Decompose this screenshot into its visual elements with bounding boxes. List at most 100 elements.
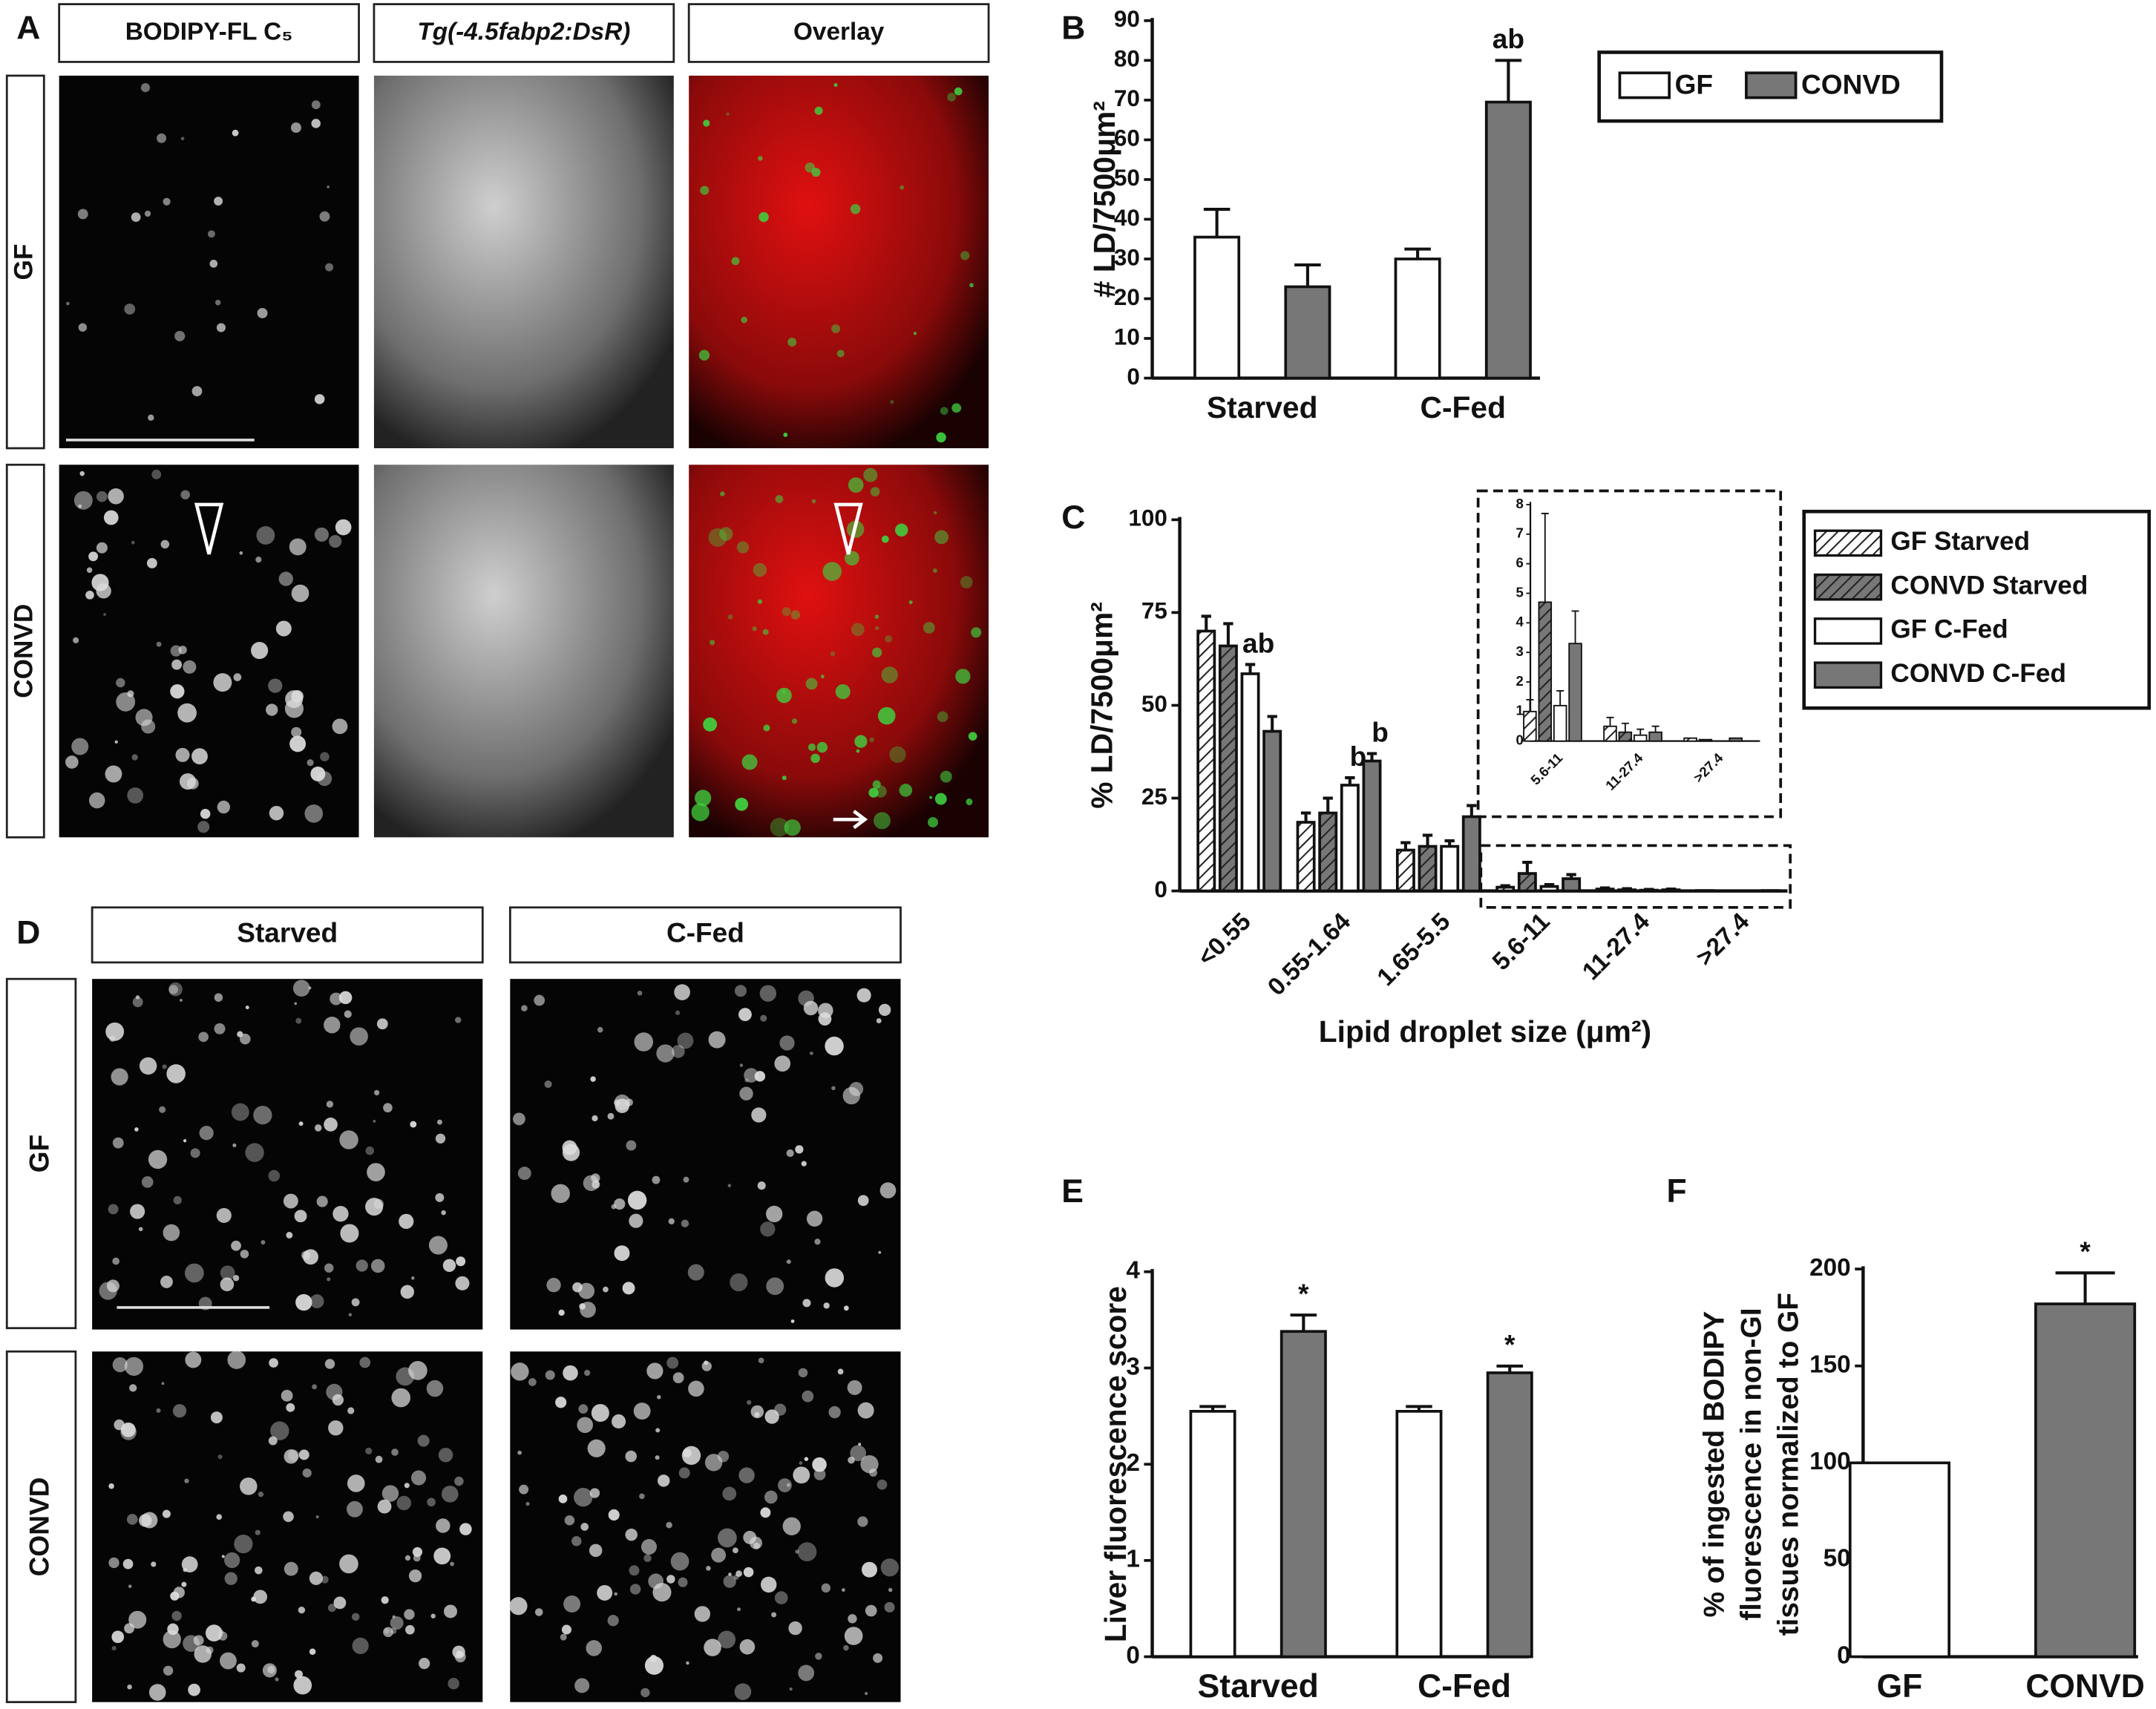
droplet	[326, 1100, 334, 1108]
droplet	[96, 491, 108, 502]
error-bar	[1290, 1313, 1317, 1332]
droplet	[275, 1677, 279, 1682]
droplet	[253, 1106, 272, 1125]
bar	[1495, 885, 1516, 893]
droplet	[116, 678, 125, 688]
droplet	[346, 1500, 363, 1518]
droplet	[191, 386, 203, 397]
bar	[1539, 885, 1559, 893]
droplet	[373, 1120, 376, 1123]
droplet	[329, 534, 342, 548]
inset-frame	[1476, 489, 1783, 819]
droplet	[79, 470, 85, 476]
droplet	[787, 338, 797, 347]
droplet	[197, 821, 210, 833]
droplet	[412, 1546, 423, 1558]
error-bar	[1622, 887, 1632, 890]
bar	[1318, 811, 1338, 893]
droplet	[162, 1509, 171, 1518]
droplet	[589, 1488, 600, 1498]
droplet	[672, 1372, 684, 1384]
droplet	[611, 1204, 617, 1210]
droplet	[672, 1045, 685, 1058]
droplet	[760, 1014, 767, 1022]
error-bar	[1404, 247, 1431, 259]
droplet	[359, 1357, 371, 1368]
droplet	[861, 1561, 877, 1578]
y-axis-label: # LD/7500μm²	[1087, 101, 1121, 298]
droplet	[88, 792, 105, 809]
droplet	[108, 1557, 119, 1569]
droplet	[614, 1099, 620, 1106]
droplet	[130, 1204, 145, 1219]
droplet	[743, 1530, 757, 1544]
error-bar	[1366, 752, 1377, 761]
droplet	[764, 1409, 779, 1424]
droplet	[116, 692, 136, 712]
droplet	[784, 819, 801, 836]
droplet	[584, 1369, 591, 1377]
droplet	[214, 993, 223, 1002]
droplet	[849, 1081, 864, 1097]
droplet	[85, 591, 94, 600]
droplet	[400, 1285, 415, 1299]
droplet	[419, 1658, 430, 1670]
droplet	[868, 787, 879, 798]
droplet	[438, 1448, 453, 1463]
bar	[1262, 729, 1282, 893]
droplet	[900, 185, 905, 190]
y-tick-label: 75	[1141, 597, 1167, 624]
droplet	[307, 759, 314, 767]
y-tick-label: 60	[1114, 125, 1140, 151]
error-bar	[1566, 873, 1576, 879]
droplet	[399, 1213, 414, 1229]
droplet	[324, 1016, 341, 1034]
droplet	[309, 1294, 324, 1309]
droplet	[180, 998, 183, 1002]
y-tick-label: 5	[1516, 584, 1523, 600]
droplet	[232, 1275, 240, 1282]
y-tick-label: 50	[1114, 164, 1140, 191]
droplet	[683, 1449, 692, 1457]
droplet	[328, 1420, 344, 1436]
droplet	[156, 641, 162, 647]
droplet	[383, 1627, 393, 1638]
droplet	[646, 1362, 663, 1380]
droplet	[634, 1032, 654, 1052]
droplet	[240, 1477, 258, 1495]
droplet	[108, 488, 124, 505]
droplet	[923, 622, 935, 634]
droplet	[65, 755, 79, 769]
droplet	[350, 1027, 368, 1046]
header-box	[58, 3, 360, 63]
droplet	[933, 568, 937, 573]
droplet	[735, 797, 749, 811]
droplet	[151, 1561, 157, 1567]
bar	[1603, 725, 1617, 742]
droplet	[511, 1362, 529, 1381]
error-bar	[1223, 622, 1233, 646]
droplet	[410, 1470, 427, 1486]
droplet	[128, 1584, 132, 1588]
droplet	[789, 1687, 793, 1691]
droplet	[294, 1210, 307, 1223]
droplet	[774, 1591, 788, 1604]
droplet	[798, 1664, 815, 1682]
droplet	[295, 1017, 302, 1024]
droplet	[373, 1198, 384, 1210]
droplet	[572, 1282, 583, 1293]
droplet	[960, 251, 970, 260]
droplet	[738, 1008, 752, 1022]
droplet	[78, 504, 82, 508]
droplet	[881, 535, 889, 543]
droplet	[339, 1130, 358, 1149]
droplet	[127, 787, 144, 804]
error-bar	[1203, 208, 1231, 237]
droplet	[592, 1180, 600, 1189]
droplet	[205, 1624, 223, 1642]
error-bar	[1500, 884, 1510, 888]
droplet	[803, 1000, 819, 1016]
droplet	[534, 1608, 543, 1616]
droplet	[170, 645, 182, 657]
droplet	[657, 1475, 670, 1487]
